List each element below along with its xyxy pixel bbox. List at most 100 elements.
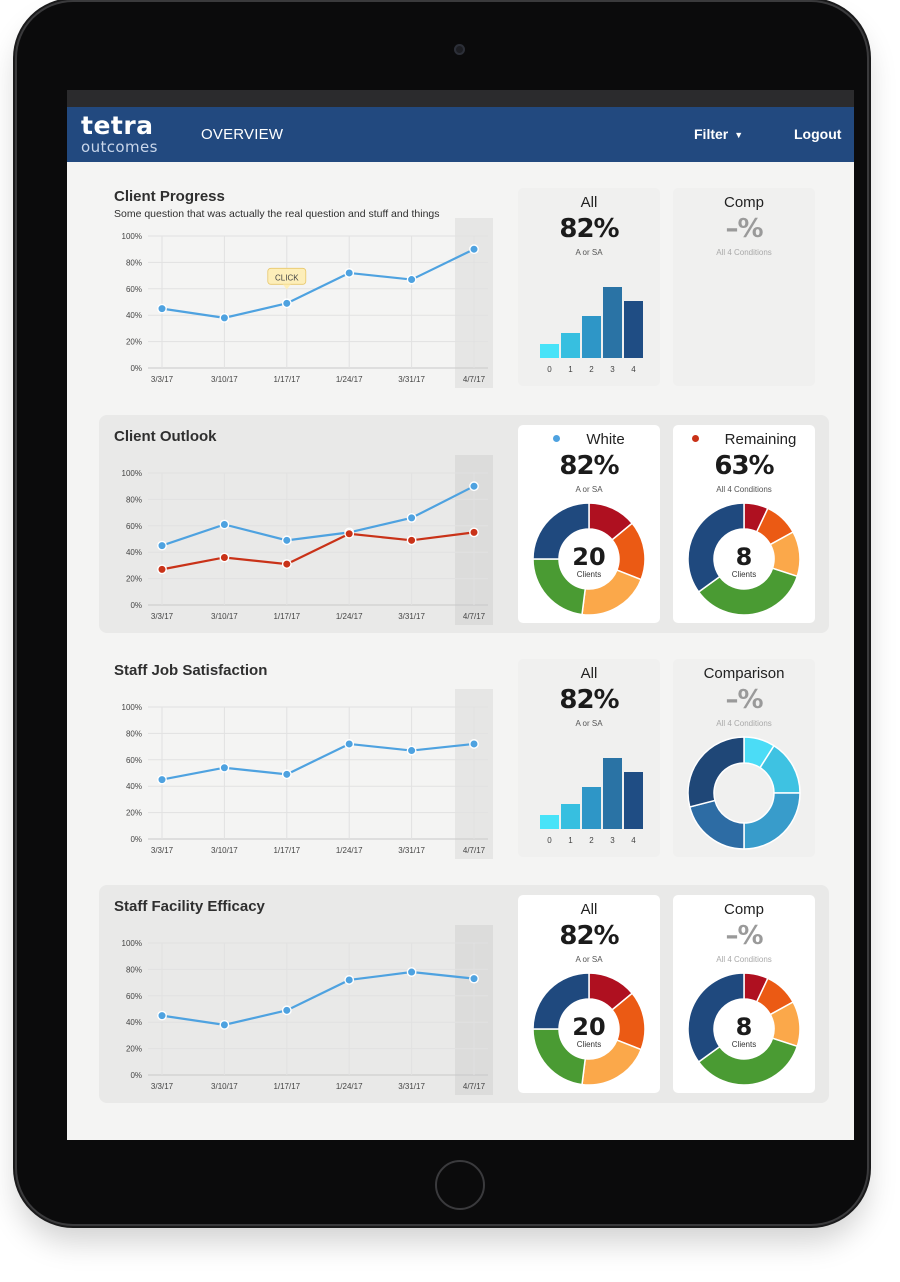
logo-wordmark: tetra [81, 111, 154, 140]
stat-card[interactable]: All 82% A or SA 20 Clients [518, 895, 660, 1093]
bar-chart: 0 1 2 3 4 [540, 287, 643, 374]
section-2: Client Outlook 100% 80% 60% 40% 20% 0% 3/3/17 3/… [99, 415, 829, 633]
donut-slice [687, 502, 745, 593]
series-line [161, 485, 475, 547]
stat-card[interactable]: All 82% A or SA 0 1 2 3 4 [518, 188, 660, 386]
bar-tick-label: 1 [568, 365, 573, 374]
stat-card[interactable]: Comp –% All 4 Conditions 8 Clients [673, 895, 815, 1093]
data-point [157, 1010, 167, 1021]
card-caption: All 4 Conditions [716, 248, 772, 257]
y-tick-label: 100% [122, 232, 142, 241]
bar-tick-label: 2 [589, 365, 594, 374]
section-title: Client Outlook [114, 428, 217, 445]
bar-chart: 0 1 2 3 4 [540, 758, 643, 845]
data-point [281, 1005, 292, 1016]
x-tick-label: 1/17/17 [273, 375, 300, 384]
stat-card[interactable]: White 82% A or SA 20 Clients [518, 425, 660, 623]
card-caption: A or SA [575, 485, 603, 494]
x-tick-label: 1/17/17 [273, 846, 300, 855]
stat-card[interactable]: Remaining 63% All 4 Conditions 8 Clients [673, 425, 815, 623]
y-tick-label: 100% [122, 703, 142, 712]
bar [540, 815, 559, 829]
card-label: All [518, 194, 660, 211]
logout-button[interactable]: Logout [794, 126, 842, 142]
card-caption: All 4 Conditions [716, 955, 772, 964]
tetra-logo[interactable]: tetra outcomes [81, 111, 177, 156]
bar [582, 787, 601, 829]
bar-tick-label: 0 [547, 365, 552, 374]
logo-subtitle: outcomes [81, 138, 158, 156]
data-point [219, 552, 230, 563]
card-label-text: All [580, 901, 598, 918]
y-tick-label: 80% [126, 729, 142, 738]
data-point [219, 519, 230, 530]
series-line [161, 531, 475, 571]
bar [561, 333, 580, 358]
bar-tick-label: 3 [610, 365, 615, 374]
tablet-frame: tetra outcomes OVERVIEW Filter ▼ Logout C… [17, 2, 867, 1224]
x-tick-label: 4/7/17 [463, 1082, 486, 1091]
series-line [161, 970, 475, 1026]
tooltip-pointer [282, 284, 291, 290]
tooltip-label: CLICK [275, 273, 299, 282]
status-strip [67, 90, 854, 107]
y-tick-label: 80% [126, 965, 142, 974]
card-label-text: Comp [723, 194, 764, 211]
x-tick-label: 1/24/17 [336, 375, 363, 384]
series-line [161, 742, 475, 781]
stat-card[interactable]: Comparison –% All 4 Conditions [673, 659, 815, 857]
filter-dropdown[interactable]: Filter ▼ [694, 126, 743, 142]
card-label-text: All [580, 665, 598, 682]
card-label: Remaining [673, 431, 815, 448]
card-caption: All 4 Conditions [716, 719, 772, 728]
x-tick-label: 1/17/17 [273, 612, 300, 621]
y-tick-label: 60% [126, 756, 142, 765]
line-chart: 100% 80% 60% 40% 20% 0% 3/3/17 3/10/17 1/17/17 1/… [122, 455, 493, 625]
y-tick-label: 100% [122, 939, 142, 948]
home-button[interactable] [435, 1160, 485, 1210]
y-tick-label: 40% [126, 782, 142, 791]
data-point [406, 535, 417, 546]
camera-icon [454, 44, 465, 55]
x-tick-label: 1/24/17 [336, 1082, 363, 1091]
x-tick-label: 3/10/17 [211, 1082, 238, 1091]
legend-dot-icon [691, 434, 699, 442]
data-point [469, 973, 479, 984]
y-tick-label: 40% [126, 1018, 142, 1027]
data-point [281, 535, 292, 546]
bar [561, 804, 580, 829]
nav-overview-link[interactable]: OVERVIEW [201, 126, 284, 143]
app-screen: tetra outcomes OVERVIEW Filter ▼ Logout C… [67, 90, 854, 1140]
y-tick-label: 40% [126, 311, 142, 320]
click-tooltip: CLICK [267, 267, 307, 290]
stat-card[interactable]: All 82% A or SA 0 1 2 3 4 [518, 659, 660, 857]
x-tick-label: 3/31/17 [398, 375, 425, 384]
card-label: White [518, 431, 660, 448]
card-value: –% [725, 214, 763, 244]
y-tick-label: 20% [126, 809, 142, 818]
stat-card[interactable]: Comp –% All 4 Conditions [673, 188, 815, 386]
donut-slice [697, 567, 799, 616]
data-point [157, 540, 167, 551]
data-point [469, 244, 479, 255]
x-tick-label: 1/17/17 [273, 1082, 300, 1091]
card-value: 82% [559, 921, 619, 951]
x-tick-label: 3/3/17 [151, 375, 174, 384]
data-point [469, 527, 479, 538]
donut-center-value: 20 [572, 543, 605, 571]
data-point [344, 975, 355, 985]
card-label: All [518, 901, 660, 918]
card-value: 82% [559, 685, 619, 715]
data-point [281, 298, 292, 309]
x-tick-label: 3/31/17 [398, 612, 425, 621]
data-point [469, 739, 479, 749]
data-point [406, 274, 417, 285]
bar-tick-label: 1 [568, 836, 573, 845]
y-tick-label: 40% [126, 548, 142, 557]
section-subtitle: Some question that was actually the real… [114, 208, 440, 220]
x-tick-label: 3/3/17 [151, 846, 174, 855]
bar-tick-label: 2 [589, 836, 594, 845]
